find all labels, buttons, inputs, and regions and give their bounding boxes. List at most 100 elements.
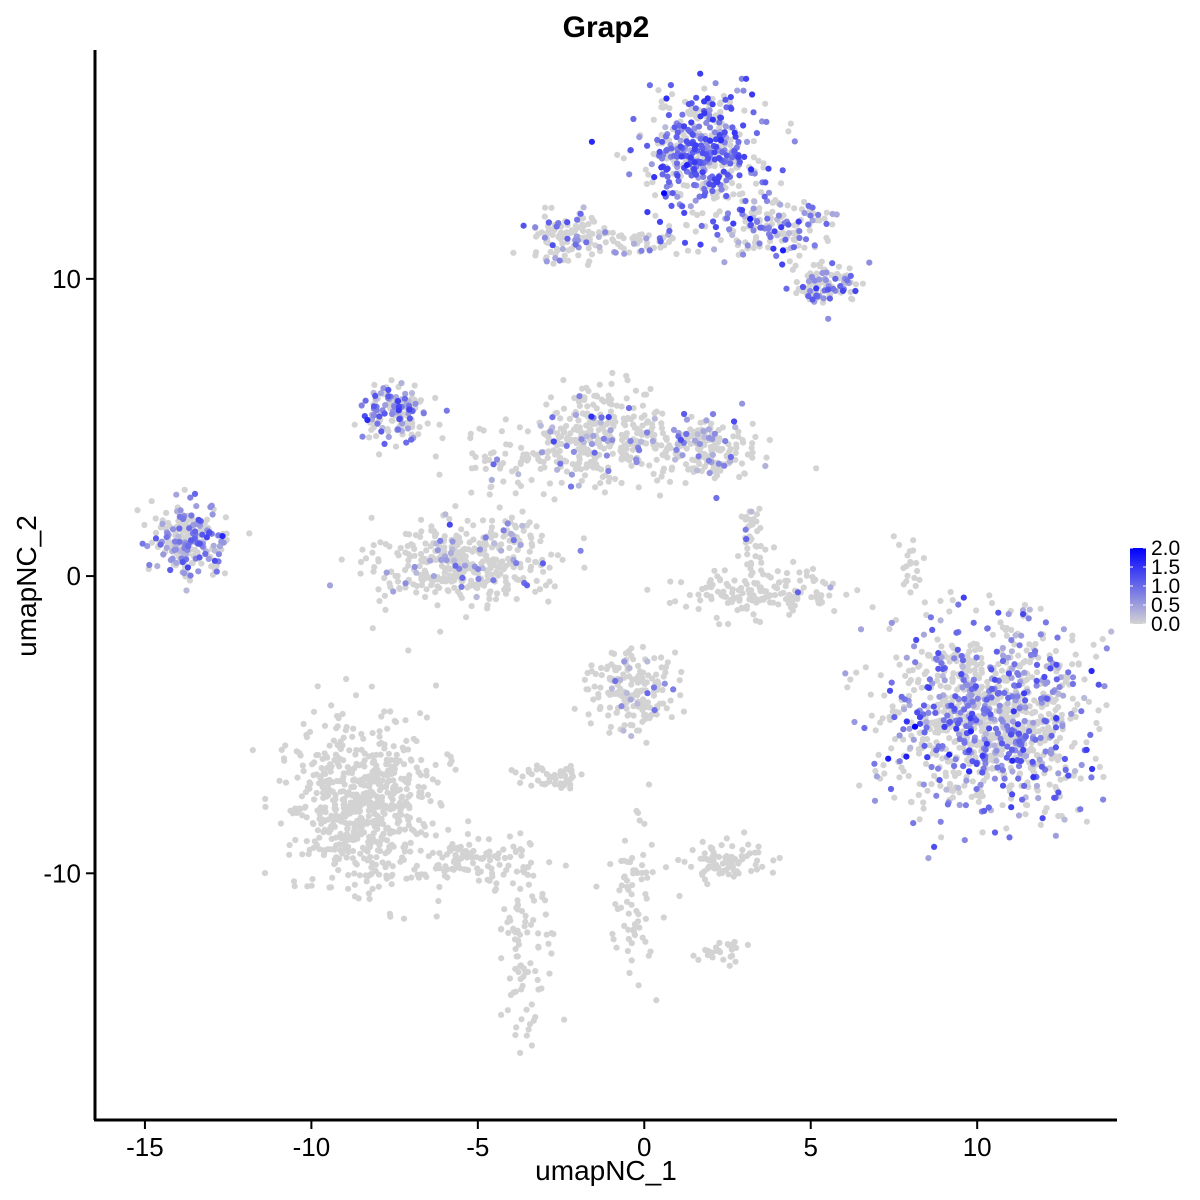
cell-point bbox=[747, 559, 755, 567]
cell-point bbox=[1083, 818, 1090, 825]
cell-point bbox=[913, 560, 920, 567]
cell-point bbox=[750, 138, 757, 145]
cell-point bbox=[560, 428, 568, 435]
cell-point bbox=[319, 807, 326, 814]
cell-point bbox=[413, 582, 420, 590]
cell-point bbox=[651, 410, 658, 417]
cell-point bbox=[601, 489, 609, 496]
cell-point bbox=[708, 420, 715, 427]
cell-point bbox=[623, 395, 630, 402]
cell-point bbox=[1009, 768, 1016, 775]
cell-point bbox=[507, 991, 514, 999]
cell-point bbox=[1078, 761, 1085, 769]
cell-point bbox=[339, 776, 346, 783]
cell-point bbox=[782, 577, 789, 584]
cell-point bbox=[504, 585, 511, 592]
cell-point bbox=[691, 437, 699, 444]
cell-point bbox=[669, 190, 676, 197]
cell-point bbox=[743, 581, 750, 588]
cell-point bbox=[422, 540, 429, 547]
cell-point bbox=[813, 270, 820, 277]
cell-point bbox=[765, 165, 772, 172]
cell-point bbox=[585, 387, 592, 395]
cell-point bbox=[400, 915, 408, 922]
cell-point bbox=[335, 816, 342, 823]
cell-point bbox=[1030, 774, 1037, 781]
cell-point bbox=[518, 1016, 525, 1023]
cell-point bbox=[561, 782, 568, 789]
cell-point bbox=[527, 921, 535, 928]
cell-point bbox=[415, 783, 422, 790]
cell-point bbox=[713, 861, 720, 868]
colorbar-label: 0.5 bbox=[1151, 594, 1180, 617]
cell-point bbox=[574, 427, 581, 434]
cell-point bbox=[937, 617, 944, 624]
cell-point bbox=[656, 148, 663, 155]
cell-point bbox=[673, 250, 680, 258]
cell-point bbox=[748, 166, 755, 173]
cell-point bbox=[750, 611, 757, 618]
cell-point bbox=[664, 659, 671, 666]
cell-point bbox=[979, 769, 986, 776]
cell-point bbox=[735, 138, 742, 145]
cell-point bbox=[1100, 796, 1107, 803]
cell-point bbox=[961, 695, 968, 703]
cell-point bbox=[689, 456, 696, 463]
cell-point bbox=[975, 798, 983, 806]
cell-point bbox=[458, 594, 465, 602]
cell-point bbox=[638, 876, 645, 883]
cell-point bbox=[504, 919, 511, 926]
cell-point bbox=[195, 568, 202, 575]
cell-point bbox=[729, 232, 736, 239]
cell-point bbox=[1077, 806, 1084, 813]
cell-point bbox=[518, 444, 525, 451]
cell-point bbox=[848, 295, 855, 302]
cell-point bbox=[330, 737, 337, 744]
cell-point bbox=[907, 589, 914, 596]
cell-point bbox=[1016, 642, 1023, 649]
cell-point bbox=[626, 457, 633, 464]
cell-point bbox=[445, 826, 452, 833]
cell-point bbox=[973, 760, 980, 768]
cell-point bbox=[402, 843, 409, 850]
cell-point bbox=[429, 578, 436, 586]
cell-point bbox=[359, 433, 366, 440]
cell-point bbox=[920, 702, 928, 709]
cell-point bbox=[351, 870, 358, 877]
cell-point bbox=[567, 229, 574, 237]
cell-point bbox=[713, 614, 720, 621]
cell-point bbox=[487, 484, 494, 491]
cell-point bbox=[392, 572, 399, 580]
cell-point bbox=[735, 251, 742, 258]
cell-point bbox=[584, 403, 591, 410]
cell-point bbox=[939, 665, 947, 673]
cell-point bbox=[497, 926, 505, 933]
cell-point bbox=[912, 659, 919, 666]
cell-point bbox=[602, 229, 609, 236]
cell-point bbox=[399, 793, 406, 800]
cell-point bbox=[757, 542, 764, 550]
cell-point bbox=[959, 663, 966, 671]
cell-point bbox=[476, 546, 483, 553]
cell-point bbox=[868, 712, 875, 719]
cell-point bbox=[642, 915, 650, 923]
cell-point bbox=[747, 222, 754, 229]
cell-point bbox=[392, 719, 400, 726]
cell-point bbox=[973, 661, 981, 669]
cell-point bbox=[502, 416, 509, 423]
cell-point bbox=[626, 665, 633, 672]
cell-point bbox=[949, 794, 957, 801]
cell-point bbox=[649, 424, 656, 431]
cell-point bbox=[352, 796, 359, 803]
cell-point bbox=[727, 953, 734, 960]
cell-point bbox=[347, 799, 354, 806]
cell-point bbox=[1068, 710, 1075, 718]
cell-point bbox=[403, 737, 410, 745]
cell-point bbox=[186, 577, 193, 584]
cell-point bbox=[807, 288, 814, 295]
cell-point bbox=[640, 712, 648, 719]
cell-point bbox=[520, 527, 527, 534]
cell-point bbox=[390, 743, 397, 750]
cell-point bbox=[408, 436, 415, 443]
